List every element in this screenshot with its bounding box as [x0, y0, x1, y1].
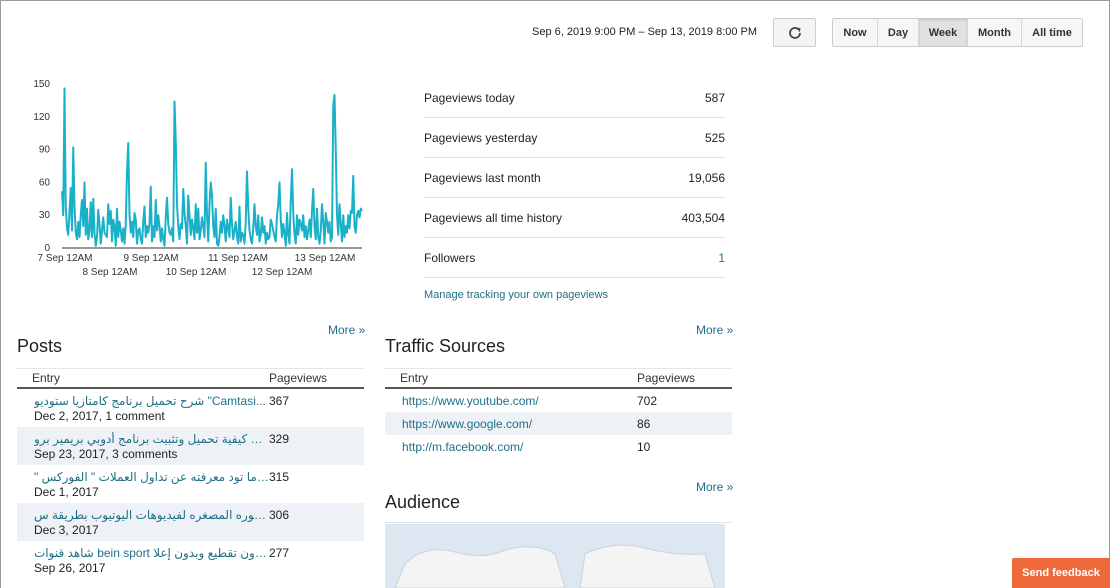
post-title-link[interactable]: شاهد قنوات bein sport دون تقطيع وبدون إع… — [34, 546, 269, 560]
table-row: https://www.youtube.com/ 702 — [385, 389, 732, 412]
col-pageviews: Pageviews — [269, 371, 328, 385]
table-row: شرح كيفية تحميل وتثبيت برنامج أدوبي بريم… — [17, 427, 364, 465]
stat-label: Pageviews yesterday — [424, 130, 538, 145]
post-pageviews: 306 — [269, 508, 290, 522]
time-range-selector: Now Day Week Month All time — [832, 18, 1083, 47]
x-tick-label: 7 Sep 12AM — [37, 253, 92, 264]
audience-title: Audience — [385, 492, 461, 512]
x-tick-label: 12 Sep 12AM — [252, 267, 313, 278]
post-title-link[interactable]: " كل ما تود معرفته عن تداول العملات " ال… — [34, 470, 269, 484]
col-pageviews: Pageviews — [637, 371, 696, 385]
traffic-pageviews: 86 — [637, 416, 651, 431]
audience-divider — [385, 522, 732, 523]
stat-value: 19,056 — [688, 170, 725, 185]
table-row: شاهد قنوات bein sport دون تقطيع وبدون إع… — [17, 541, 364, 579]
stat-value: 587 — [704, 90, 725, 105]
stat-row-today: Pageviews today 587 — [424, 78, 725, 118]
stat-value: 403,504 — [681, 210, 725, 225]
traffic-source-link[interactable]: https://www.youtube.com/ — [402, 393, 539, 408]
stat-label: Pageviews last month — [424, 170, 541, 185]
stat-row-followers: Followers 1 — [424, 238, 725, 278]
x-tick-label: 13 Sep 12AM — [295, 253, 356, 264]
range-month-button[interactable]: Month — [968, 19, 1022, 46]
traffic-table-header: Entry Pageviews — [385, 368, 732, 389]
post-meta: Sep 23, 2017, 3 comments — [34, 447, 178, 461]
stat-row-all-time: Pageviews all time history 403,504 — [424, 198, 725, 238]
audience-world-map[interactable] — [385, 524, 725, 588]
col-entry: Entry — [32, 371, 61, 385]
table-row: http://m.facebook.com/ 10 — [385, 435, 732, 458]
post-meta: Sep 26, 2017 — [34, 561, 106, 575]
table-row: الصوره المصغره لفيديوهات اليوتيوب بطريقة… — [17, 503, 364, 541]
x-tick-label: 10 Sep 12AM — [166, 267, 227, 278]
x-tick-label: 8 Sep 12AM — [82, 267, 137, 278]
posts-table-header: Entry Pageviews — [17, 368, 364, 389]
pageviews-series-line — [61, 87, 363, 247]
y-tick-label: 90 — [39, 145, 51, 156]
post-meta: Dec 1, 2017 — [34, 485, 99, 499]
stat-row-yesterday: Pageviews yesterday 525 — [424, 118, 725, 158]
col-entry: Entry — [400, 371, 429, 385]
x-tick-label: 11 Sep 12AM — [208, 253, 268, 264]
stat-label: Pageviews today — [424, 90, 515, 105]
traffic-more-link[interactable]: More » — [696, 323, 734, 337]
audience-more-link[interactable]: More » — [696, 480, 734, 494]
y-tick-label: 60 — [39, 177, 51, 188]
post-pageviews: 329 — [269, 432, 290, 446]
stat-value: 525 — [704, 130, 725, 145]
traffic-pageviews: 702 — [637, 393, 658, 408]
post-pageviews: 315 — [269, 470, 290, 484]
post-pageviews: 367 — [269, 394, 290, 408]
refresh-button[interactable] — [773, 18, 816, 47]
manage-tracking-link[interactable]: Manage tracking your own pageviews — [424, 289, 609, 301]
y-tick-label: 0 — [44, 243, 50, 254]
post-title-link[interactable]: شرح كيفية تحميل وتثبيت برنامج أدوبي بريم… — [34, 432, 269, 446]
send-feedback-button[interactable]: Send feedback — [1012, 558, 1110, 588]
table-row: " كل ما تود معرفته عن تداول العملات " ال… — [17, 465, 364, 503]
refresh-icon — [788, 26, 801, 39]
post-title-link[interactable]: شرح تحميل برنامج كامتازيا ستوديو "Camtas… — [34, 394, 266, 408]
range-week-button[interactable]: Week — [919, 19, 968, 46]
y-tick-label: 150 — [33, 79, 50, 90]
traffic-sources-title: Traffic Sources — [385, 336, 506, 356]
y-tick-label: 30 — [39, 210, 51, 221]
table-row: شرح تحميل برنامج كامتازيا ستوديو "Camtas… — [17, 389, 364, 427]
post-pageviews: 277 — [269, 546, 290, 560]
range-now-button[interactable]: Now — [833, 19, 878, 46]
posts-more-link[interactable]: More » — [328, 323, 366, 337]
stat-label: Followers — [424, 250, 476, 265]
traffic-source-link[interactable]: https://www.google.com/ — [402, 416, 533, 431]
posts-table: Entry Pageviews شرح تحميل برنامج كامتازي… — [17, 368, 364, 579]
traffic-source-link[interactable]: http://m.facebook.com/ — [402, 439, 524, 454]
range-day-button[interactable]: Day — [878, 19, 919, 46]
traffic-pageviews: 10 — [637, 439, 651, 454]
pageviews-chart: 150 120 90 60 30 0 7 Sep 12AM 9 Sep 12AM 11 Sep … — [22, 76, 372, 286]
date-range-label: Sep 6, 2019 9:00 PM – Sep 13, 2019 8:00 … — [532, 26, 758, 38]
post-meta: Dec 2, 2017, 1 comment — [34, 409, 165, 423]
pageviews-chart-svg: 150 120 90 60 30 07 Sep 12AM 9 Sep 12AM 11 Sep … — [33, 79, 363, 278]
range-alltime-button[interactable]: All time — [1022, 19, 1082, 46]
table-row: https://www.google.com/ 86 — [385, 412, 732, 435]
stats-list: Pageviews today 587 Pageviews yesterday … — [424, 78, 725, 278]
x-tick-label: 9 Sep 12AM — [123, 253, 178, 264]
post-meta: Dec 3, 2017 — [34, 523, 99, 537]
stat-label: Pageviews all time history — [424, 210, 563, 225]
posts-title: Posts — [17, 336, 63, 356]
traffic-table: Entry Pageviews https://www.youtube.com/… — [385, 368, 732, 458]
followers-count-link[interactable]: 1 — [718, 250, 725, 265]
world-map-icon — [394, 544, 716, 588]
post-title-link[interactable]: الصوره المصغره لفيديوهات اليوتيوب بطريقة… — [34, 508, 269, 522]
y-tick-label: 120 — [33, 112, 50, 123]
stat-row-last-month: Pageviews last month 19,056 — [424, 158, 725, 198]
